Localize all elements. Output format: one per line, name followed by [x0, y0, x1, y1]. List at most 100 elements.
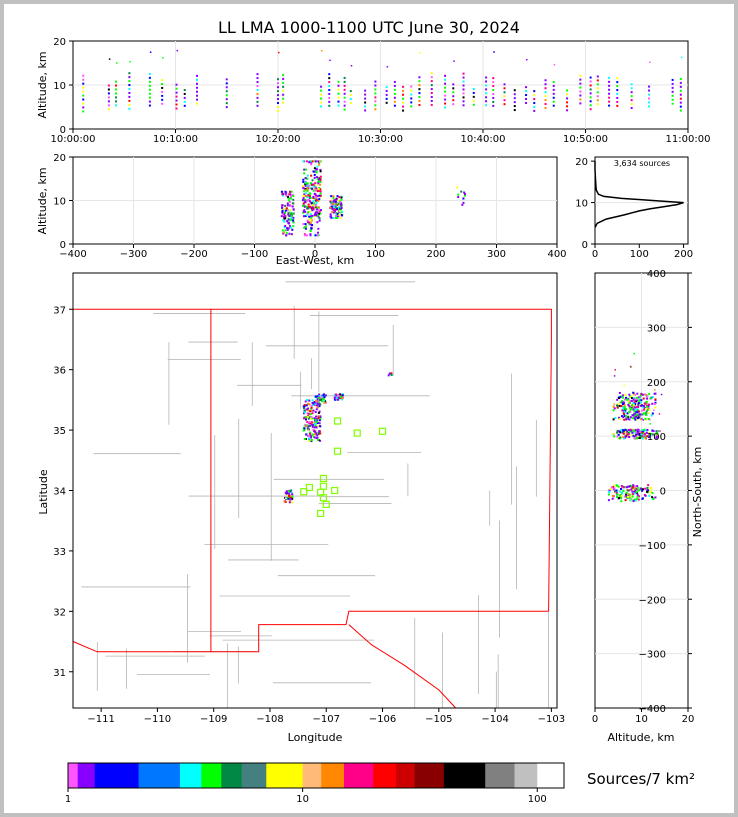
time-source-point: [350, 65, 353, 67]
northsouth-source-point: [634, 434, 637, 437]
longitude-tick-label: −103: [538, 714, 565, 725]
eastwest-source-point: [283, 215, 286, 218]
eastwest-source-point: [305, 234, 308, 237]
map-source-point: [307, 428, 310, 431]
eastwest-source-point: [314, 182, 317, 185]
time-source-point: [343, 100, 346, 103]
northsouth-source-point: [641, 413, 644, 416]
northsouth-source-point: [616, 484, 619, 487]
northsouth-source-point: [627, 485, 630, 488]
northsouth-source-point: [633, 435, 636, 438]
eastwest-source-point: [310, 214, 313, 217]
eastwest-source-point: [336, 216, 339, 219]
map-source-point: [318, 410, 321, 413]
northsouth-source-point: [619, 431, 622, 434]
time-source-point: [671, 82, 674, 85]
northsouth-source-point: [655, 436, 658, 439]
northsouth-source-point: [641, 489, 644, 492]
eastwest-source-point: [310, 216, 313, 219]
time-source-point: [337, 92, 340, 95]
time-source-point: [419, 51, 421, 54]
eastwest-source-point: [282, 194, 285, 197]
eastwest-tick-label: −300: [120, 249, 147, 260]
eastwest-source-point: [334, 205, 337, 208]
time-source-point: [128, 80, 131, 83]
time-source-point: [596, 83, 599, 86]
time-source-point: [452, 103, 455, 106]
eastwest-source-point: [284, 217, 287, 220]
northsouth-source-point: [655, 430, 658, 433]
time-source-point: [608, 76, 611, 79]
eastwest-source-point: [340, 196, 343, 199]
eastwest-source-point: [305, 213, 308, 216]
eastwest-source-point: [313, 176, 316, 179]
eastwest-source-point: [304, 184, 307, 187]
time-source-point: [485, 100, 488, 103]
northsouth-source-point: [646, 428, 649, 431]
map-source-point: [306, 427, 309, 430]
map-source-point: [310, 435, 313, 438]
eastwest-source-point: [292, 225, 295, 228]
eastwest-source-point: [287, 227, 290, 230]
northsouth-tick-label: 0: [660, 487, 666, 498]
time-source-point: [161, 83, 164, 86]
time-source-point: [462, 76, 465, 79]
time-source-point: [107, 108, 110, 111]
time-source-point: [225, 106, 228, 109]
eastwest-source-point: [335, 212, 338, 215]
time-source-point: [589, 84, 592, 87]
eastwest-source-point: [283, 218, 286, 221]
eastwest-source-point: [335, 203, 338, 206]
time-source-point: [418, 100, 421, 103]
time-source-point: [107, 84, 110, 87]
northsouth-source-point: [647, 417, 650, 420]
altitude-eastwest-panel: −400 −300 −200 −100 0 100 200 300 400 0 10 20 Altit…: [36, 153, 567, 267]
eastwest-source-point: [316, 206, 319, 209]
map-source-point: [287, 496, 290, 499]
time-source-point: [616, 104, 619, 107]
eastwest-source-point: [303, 172, 306, 175]
northsouth-source-point: [620, 500, 623, 503]
northsouth-source-point: [643, 428, 646, 431]
northsouth-source-point: [625, 398, 628, 401]
time-source-point: [128, 107, 131, 110]
northsouth-source-point: [612, 418, 615, 421]
northsouth-source-point: [621, 400, 624, 403]
time-source-point: [148, 84, 151, 87]
time-source-point: [596, 87, 599, 90]
northsouth-source-point: [618, 430, 621, 433]
northsouth-source-point: [649, 423, 652, 425]
time-source-point: [329, 59, 331, 62]
eastwest-source-point: [317, 212, 320, 215]
eastwest-source-point: [336, 198, 339, 201]
eastwest-source-point: [290, 226, 293, 229]
altitude-tick-label: 10: [575, 199, 588, 210]
time-source-point: [630, 95, 633, 98]
map-source-point: [317, 424, 320, 427]
time-source-point: [343, 80, 346, 83]
time-source-point: [343, 104, 346, 107]
eastwest-source-point: [288, 232, 291, 235]
northsouth-source-point: [620, 405, 623, 408]
time-source-point: [679, 89, 682, 92]
eastwest-source-point: [309, 233, 312, 236]
northsouth-source-point: [632, 404, 635, 407]
time-source-point: [472, 95, 475, 98]
northsouth-source-point: [639, 435, 642, 438]
northsouth-source-point: [618, 404, 621, 407]
eastwest-source-point: [334, 208, 337, 211]
map-source-point: [333, 393, 336, 396]
eastwest-source-point: [317, 188, 320, 191]
time-source-point: [343, 92, 346, 95]
northsouth-source-point: [621, 430, 624, 433]
eastwest-source-point: [281, 213, 284, 216]
eastwest-source-point: [286, 209, 289, 212]
northsouth-source-point: [646, 405, 649, 408]
map-source-point: [316, 434, 319, 437]
eastwest-source-point: [313, 167, 316, 170]
time-source-point: [320, 101, 323, 104]
eastwest-source-point: [292, 219, 295, 222]
eastwest-source-point: [340, 202, 343, 205]
eastwest-source-point: [304, 187, 307, 190]
northsouth-source-point: [656, 435, 659, 438]
